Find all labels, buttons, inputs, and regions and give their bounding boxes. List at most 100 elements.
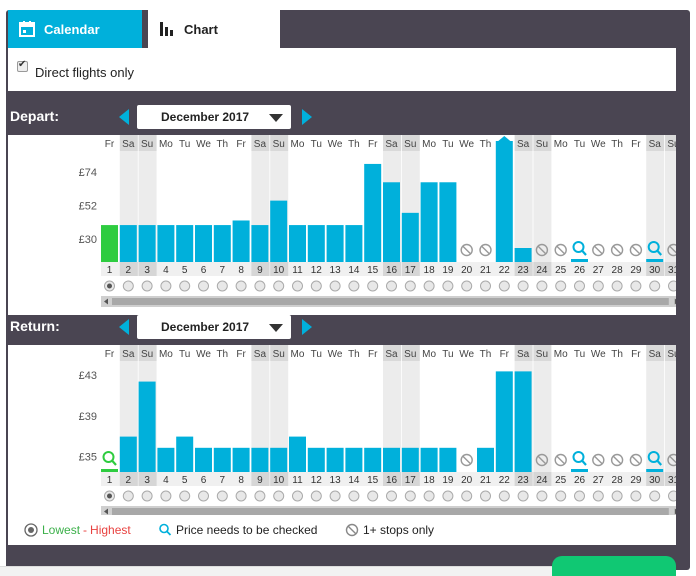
direct-flights-label[interactable]: Direct flights only xyxy=(35,65,134,80)
day-radio[interactable] xyxy=(198,280,209,292)
price-bar[interactable] xyxy=(119,225,137,262)
day-radio[interactable] xyxy=(386,490,397,502)
price-bar[interactable] xyxy=(420,182,438,262)
depart-month-select[interactable]: December 2017 xyxy=(137,105,291,129)
scroll-right-icon[interactable] xyxy=(674,298,679,305)
price-bar[interactable] xyxy=(364,447,382,472)
price-bar[interactable] xyxy=(251,225,269,262)
price-bar[interactable] xyxy=(495,141,513,262)
day-radio[interactable] xyxy=(348,280,360,292)
day-radio[interactable] xyxy=(254,280,266,292)
price-bar[interactable] xyxy=(345,447,363,472)
day-radio[interactable] xyxy=(329,280,341,292)
day-radio[interactable] xyxy=(348,490,360,502)
price-bar[interactable] xyxy=(289,436,306,472)
day-radio[interactable] xyxy=(536,490,548,502)
day-radio[interactable] xyxy=(198,490,209,502)
magnifier-icon[interactable] xyxy=(647,451,663,466)
day-radio[interactable] xyxy=(235,490,247,502)
price-bar[interactable] xyxy=(383,447,400,472)
price-bar[interactable] xyxy=(326,447,344,472)
price-bar[interactable] xyxy=(138,381,156,472)
day-radio[interactable] xyxy=(273,490,285,502)
return-month-select[interactable]: December 2017 xyxy=(137,315,291,339)
price-bar[interactable] xyxy=(157,225,175,262)
day-radio[interactable] xyxy=(442,490,454,502)
scrollbar-thumb[interactable] xyxy=(112,508,669,515)
day-radio[interactable] xyxy=(630,490,642,502)
day-radio[interactable] xyxy=(122,280,134,292)
price-bar[interactable] xyxy=(401,212,419,262)
day-radio[interactable] xyxy=(160,280,172,292)
day-radio[interactable] xyxy=(592,490,604,502)
day-radio[interactable] xyxy=(404,490,416,502)
price-bar[interactable] xyxy=(439,447,457,472)
day-radio[interactable] xyxy=(235,280,247,292)
day-radio[interactable] xyxy=(480,280,491,292)
day-radio[interactable] xyxy=(668,490,679,502)
day-radio[interactable] xyxy=(423,490,435,502)
price-bar[interactable] xyxy=(232,220,250,262)
day-radio[interactable] xyxy=(498,490,510,502)
magnifier-icon[interactable] xyxy=(102,451,117,466)
price-bar[interactable] xyxy=(157,447,175,472)
depart-prev-month-arrow-icon[interactable] xyxy=(119,109,129,125)
price-bar[interactable] xyxy=(307,447,325,472)
day-radio[interactable] xyxy=(442,280,454,292)
scrollbar-thumb[interactable] xyxy=(112,298,669,305)
day-radio[interactable] xyxy=(574,490,585,502)
day-radio[interactable] xyxy=(273,280,285,292)
direct-flights-checkbox[interactable] xyxy=(17,59,28,72)
day-radio[interactable] xyxy=(423,280,435,292)
price-bar[interactable] xyxy=(101,225,118,262)
price-bar[interactable] xyxy=(514,248,532,262)
day-radio[interactable] xyxy=(611,280,623,292)
day-radio[interactable] xyxy=(649,490,661,502)
day-radio[interactable] xyxy=(480,490,491,502)
day-radio[interactable] xyxy=(216,280,228,292)
price-bar[interactable] xyxy=(289,225,306,262)
day-radio[interactable] xyxy=(555,490,567,502)
price-bar[interactable] xyxy=(176,436,194,472)
price-bar[interactable] xyxy=(307,225,325,262)
day-radio[interactable] xyxy=(141,280,153,292)
day-radio[interactable] xyxy=(386,280,397,292)
day-radio[interactable] xyxy=(517,490,529,502)
price-bar[interactable] xyxy=(195,225,212,262)
day-radio[interactable] xyxy=(292,490,303,502)
price-bar[interactable] xyxy=(251,447,269,472)
price-bar[interactable] xyxy=(495,371,513,472)
scroll-left-icon[interactable] xyxy=(104,298,108,305)
price-bar[interactable] xyxy=(232,447,250,472)
price-bar[interactable] xyxy=(364,163,382,262)
day-radio[interactable] xyxy=(536,280,548,292)
day-radio[interactable] xyxy=(141,490,153,502)
scroll-left-icon[interactable] xyxy=(104,508,108,515)
day-radio[interactable] xyxy=(592,280,604,292)
return-prev-month-arrow-icon[interactable] xyxy=(119,319,129,335)
day-radio[interactable] xyxy=(498,280,510,292)
day-radio[interactable] xyxy=(649,280,661,292)
day-radio[interactable] xyxy=(254,490,266,502)
continue-button[interactable] xyxy=(552,556,676,576)
day-radio[interactable] xyxy=(461,490,473,502)
tab-chart[interactable]: Chart xyxy=(148,10,280,48)
price-bar[interactable] xyxy=(439,182,457,262)
day-radio[interactable] xyxy=(367,280,379,292)
magnifier-icon[interactable] xyxy=(647,241,663,256)
scroll-right-icon[interactable] xyxy=(674,508,679,515)
day-radio[interactable] xyxy=(574,280,585,292)
depart-next-month-arrow-icon[interactable] xyxy=(302,109,312,125)
price-bar[interactable] xyxy=(270,200,288,262)
day-radio[interactable] xyxy=(630,280,642,292)
price-bar[interactable] xyxy=(345,225,363,262)
day-radio[interactable] xyxy=(179,490,191,502)
price-bar[interactable] xyxy=(213,447,231,472)
return-next-month-arrow-icon[interactable] xyxy=(302,319,312,335)
price-bar[interactable] xyxy=(213,225,231,262)
price-bar[interactable] xyxy=(195,447,212,472)
day-radio[interactable] xyxy=(310,280,322,292)
price-bar[interactable] xyxy=(138,225,156,262)
day-radio[interactable] xyxy=(517,280,529,292)
price-bar[interactable] xyxy=(514,371,532,472)
